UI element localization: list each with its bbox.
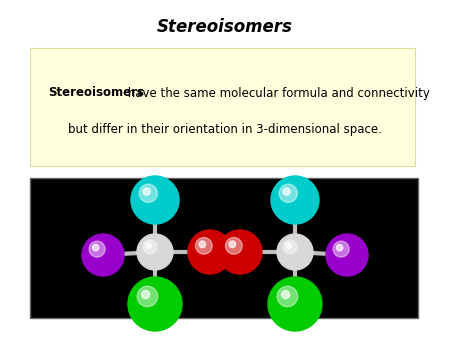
Circle shape <box>143 240 157 254</box>
Text: Stereoisomers: Stereoisomers <box>48 87 144 99</box>
Circle shape <box>283 188 290 195</box>
Circle shape <box>139 184 158 202</box>
Circle shape <box>137 286 158 307</box>
Circle shape <box>229 241 236 248</box>
Circle shape <box>271 176 319 224</box>
Circle shape <box>286 243 292 248</box>
Circle shape <box>281 290 290 299</box>
Circle shape <box>137 234 173 270</box>
Circle shape <box>92 244 99 251</box>
Circle shape <box>333 241 349 257</box>
Circle shape <box>89 241 105 257</box>
Circle shape <box>82 234 124 276</box>
Circle shape <box>326 234 368 276</box>
Circle shape <box>143 188 150 195</box>
Circle shape <box>131 176 179 224</box>
Circle shape <box>337 244 343 251</box>
Circle shape <box>146 243 152 248</box>
Circle shape <box>128 277 182 331</box>
Circle shape <box>277 286 298 307</box>
Text: Stereoisomers: Stereoisomers <box>157 18 293 36</box>
Circle shape <box>279 184 297 202</box>
Circle shape <box>268 277 322 331</box>
Text: but differ in their orientation in 3-dimensional space.: but differ in their orientation in 3-dim… <box>68 123 382 137</box>
Circle shape <box>195 238 212 254</box>
Circle shape <box>141 290 150 299</box>
Circle shape <box>277 234 313 270</box>
Bar <box>30 178 418 318</box>
Circle shape <box>225 238 242 254</box>
Circle shape <box>188 230 232 274</box>
Circle shape <box>283 240 297 254</box>
Bar <box>30 48 415 166</box>
Circle shape <box>218 230 262 274</box>
Text: have the same molecular formula and connectivity: have the same molecular formula and conn… <box>124 87 430 99</box>
Circle shape <box>199 241 206 248</box>
